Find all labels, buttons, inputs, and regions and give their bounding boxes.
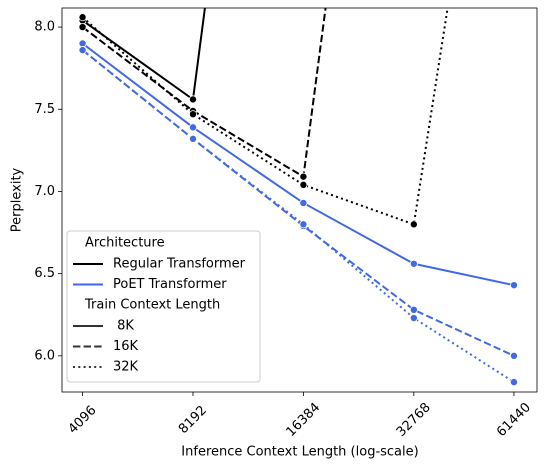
x-axis-label: Inference Context Length (log-scale) (181, 445, 418, 460)
plot-area (78, 8, 518, 387)
legend-box (66, 230, 261, 383)
x-tick-label: 32768 (394, 400, 434, 440)
point-marker (409, 220, 418, 229)
point-marker (188, 110, 197, 119)
point-marker (409, 259, 418, 268)
point-marker (188, 134, 197, 143)
y-axis-label: Perplexity (10, 167, 25, 232)
point-marker (188, 123, 197, 132)
legend-label: 8K (113, 319, 134, 334)
y-tick-label: 8.0 (34, 20, 55, 35)
point-marker (509, 378, 518, 387)
series-line (81, 8, 449, 226)
y-tick-label: 6.0 (34, 348, 55, 363)
point-marker (188, 95, 197, 104)
legend-label: Regular Transformer (113, 257, 246, 272)
point-marker (299, 172, 308, 181)
point-marker (509, 351, 518, 360)
legend: Architecture Regular Transformer PoET Tran… (66, 230, 261, 383)
legend-label: PoET Transformer (113, 277, 227, 292)
point-marker (509, 281, 518, 290)
point-marker (78, 23, 87, 32)
point-marker (409, 305, 418, 314)
point-marker (299, 220, 308, 229)
series-line (81, 8, 206, 102)
point-marker (409, 314, 418, 323)
point-marker (299, 180, 308, 189)
x-tick-label: 8192 (176, 403, 210, 437)
x-tick-label: 4096 (66, 403, 100, 437)
y-tick-label: 7.5 (34, 102, 55, 117)
point-marker (299, 198, 308, 207)
x-tick-label: 61440 (494, 400, 534, 440)
legend-label: 32K (113, 360, 139, 375)
y-tick-label: 7.0 (34, 184, 55, 199)
legend-section-title: Architecture (85, 236, 165, 251)
point-marker (78, 39, 87, 48)
legend-label: 16K (113, 339, 139, 354)
point-marker (78, 13, 87, 22)
series-line (81, 8, 327, 179)
plot-frame (61, 7, 538, 393)
point-marker (78, 46, 87, 55)
y-tick-label: 6.5 (34, 266, 55, 281)
x-tick-label: 16384 (283, 400, 323, 440)
legend-section-title: Train Context Length (84, 298, 220, 313)
